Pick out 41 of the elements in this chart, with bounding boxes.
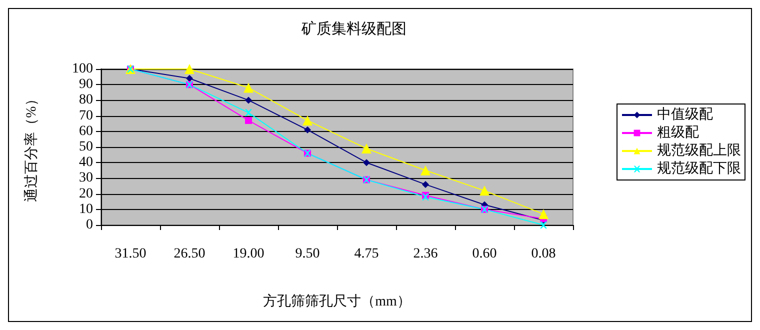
point xyxy=(420,165,430,176)
point xyxy=(245,96,252,104)
point xyxy=(245,116,252,124)
y-tick-label: 100 xyxy=(72,62,93,76)
legend-label: 中值级配 xyxy=(657,106,713,122)
point xyxy=(422,180,429,188)
point xyxy=(184,64,194,74)
x-tick-label: 2.36 xyxy=(413,246,438,262)
point xyxy=(186,74,193,82)
chart-title: 矿质集料级配图 xyxy=(300,20,406,38)
legend-label: 规范级配下限 xyxy=(657,160,741,176)
y-tick-label: 20 xyxy=(79,186,93,202)
y-tick-label: 80 xyxy=(79,92,93,108)
point xyxy=(538,209,548,220)
point xyxy=(540,222,547,228)
point xyxy=(480,186,490,196)
y-tick-label: 60 xyxy=(79,124,93,139)
x-tick-label: 4.75 xyxy=(354,246,379,262)
legend-label: 粗级配 xyxy=(657,124,699,140)
point xyxy=(245,109,252,116)
point xyxy=(304,126,311,134)
x-tick-label: 19.00 xyxy=(232,246,264,262)
x-tick-label: 26.50 xyxy=(174,246,206,262)
y-axis-title: 通过百分率（%） xyxy=(24,92,40,202)
x-tick-label: 0.08 xyxy=(531,246,556,262)
point xyxy=(362,144,372,154)
y-tick-label: 0 xyxy=(86,218,93,232)
y-tick-label: 70 xyxy=(79,108,93,124)
y-tick-label: 90 xyxy=(79,77,93,92)
y-tick-label: 30 xyxy=(79,170,93,186)
point xyxy=(244,82,254,93)
y-tick-label: 50 xyxy=(79,140,93,154)
x-tick-label: 31.50 xyxy=(114,246,146,262)
legend-label: 规范级配上限 xyxy=(657,142,741,158)
y-tick-label: 10 xyxy=(79,202,93,217)
point xyxy=(363,159,370,166)
point xyxy=(302,115,312,126)
y-tick-label: 40 xyxy=(79,155,93,170)
x-tick-label: 9.50 xyxy=(295,246,320,262)
x-axis-title: 方孔筛筛孔尺寸（mm） xyxy=(263,294,411,310)
x-tick-label: 0.60 xyxy=(472,246,497,262)
